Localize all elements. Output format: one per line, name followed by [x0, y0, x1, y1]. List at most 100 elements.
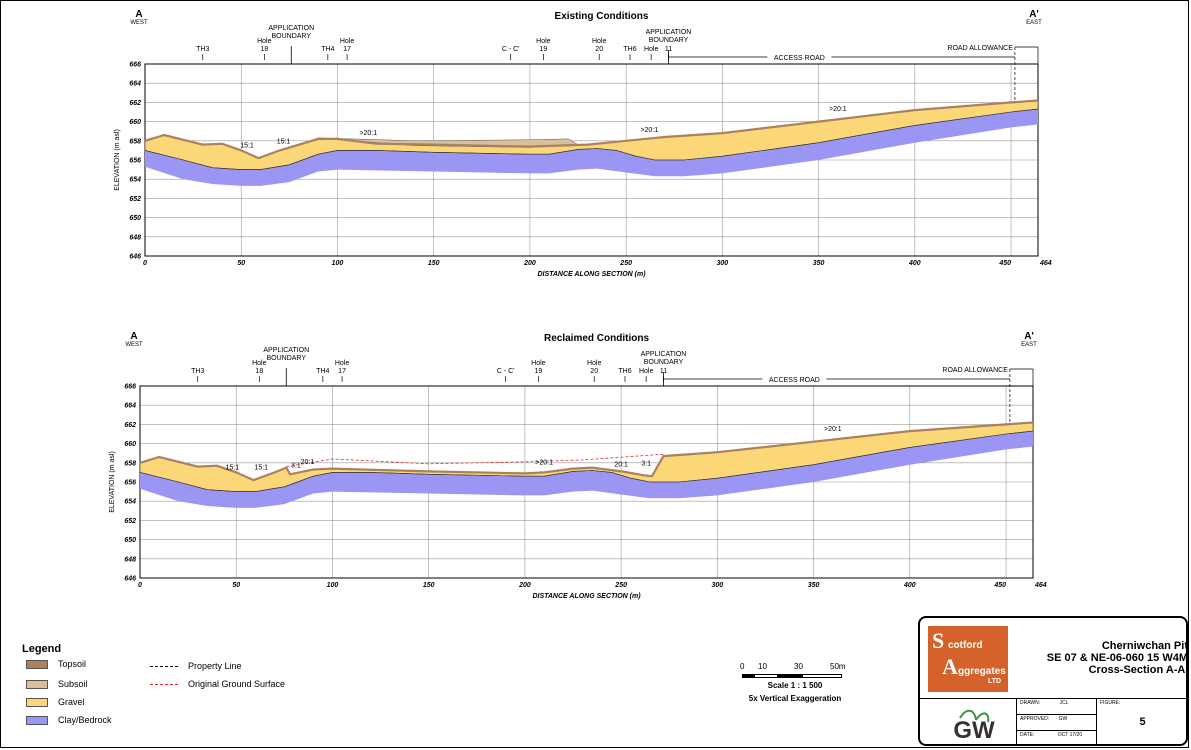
legend-label: Subsoil [58, 679, 88, 689]
x-tick-label: 200 [518, 582, 531, 589]
y-tick-label: 652 [129, 196, 141, 203]
legend-title: Legend [22, 643, 61, 655]
slope-label: 3:1 [641, 461, 651, 468]
original-ground-symbol [150, 684, 178, 685]
x-tick-label: 50 [232, 582, 240, 589]
y-tick-label: 646 [124, 576, 136, 583]
x-tick-label: 250 [614, 582, 627, 589]
y-axis-label: ELEVATION (m asl) [109, 451, 116, 513]
legend-label: Clay/Bedrock [58, 715, 112, 725]
x-tick-label: 100 [327, 582, 339, 589]
slope-label: 15:1 [226, 465, 240, 472]
x-tick-label: 350 [808, 582, 820, 589]
slope-label: >20:1 [535, 460, 553, 467]
y-tick-label: 660 [124, 441, 136, 448]
section-start-dir: WEST [130, 20, 148, 26]
y-tick-label: 666 [124, 384, 136, 391]
subsoil-swatch [26, 680, 48, 689]
marker-label: 18 [255, 368, 263, 375]
section-start-label: A [130, 331, 137, 342]
vertical-exaggeration: 5x Vertical Exaggeration [730, 694, 860, 703]
section-end-dir: EAST [1021, 342, 1037, 348]
x-tick-label: 250 [619, 260, 632, 267]
scale-tick: 50m [830, 662, 846, 671]
scale-text: Scale 1 : 1 500 [730, 681, 860, 690]
slope-label: 20:1 [614, 462, 628, 469]
section-end-label: A' [1029, 9, 1039, 20]
marker-label: C - C' [497, 368, 515, 375]
x-tick-label: 300 [717, 260, 729, 267]
marker-label: Hole [536, 38, 551, 45]
legend-label: Original Ground Surface [188, 679, 285, 689]
y-tick-label: 656 [129, 158, 141, 165]
section-start-label: A [135, 9, 142, 20]
marker-label: 20 [590, 368, 598, 375]
y-tick-label: 664 [129, 81, 141, 88]
x-tick-label: 400 [908, 260, 921, 267]
x-axis-label: DISTANCE ALONG SECTION (m) [532, 593, 641, 600]
y-tick-label: 660 [129, 119, 141, 126]
marker-label: Hole [639, 368, 654, 375]
x-tick-label: 200 [523, 260, 536, 267]
y-tick-label: 650 [124, 537, 136, 544]
x-tick-label: 100 [332, 260, 344, 267]
scale-bar: 0 10 30 50m Scale 1 : 1 500 5x Vertical … [730, 662, 860, 703]
clay-swatch [26, 716, 48, 725]
scale-ticks: 0 10 30 50m [730, 662, 860, 674]
x-tick-label: 464 [1034, 582, 1047, 589]
slope-label: 15:1 [254, 465, 268, 472]
x-tick-label: 0 [143, 260, 147, 267]
marker-label: TH6 [623, 46, 636, 53]
legend-item-gravel: Gravel [26, 697, 85, 707]
x-tick-label: 150 [423, 582, 435, 589]
legend-item-subsoil: Subsoil [26, 679, 88, 689]
x-tick-label: 464 [1039, 260, 1052, 267]
x-tick-label: 450 [998, 260, 1011, 267]
gw-logo: GW [930, 706, 1018, 742]
legend-item-topsoil: Topsoil [26, 659, 86, 669]
y-tick-label: 650 [129, 215, 141, 222]
marker-label: Hole [592, 38, 607, 45]
slope-label: 20:1 [301, 459, 315, 466]
road-allowance-label: ROAD ALLOWANCE [947, 45, 1013, 52]
marker-label: Hole [644, 46, 659, 53]
y-tick-label: 654 [124, 499, 136, 506]
y-tick-label: 658 [129, 138, 141, 145]
y-tick-label: 664 [124, 403, 136, 410]
app-boundary-label: APPLICATION [263, 347, 309, 354]
marker-label: TH4 [316, 368, 329, 375]
section-end-label: A' [1024, 331, 1034, 342]
access-road-label: ACCESS ROAD [774, 55, 825, 62]
marker-label: Hole [252, 360, 267, 367]
slope-label: >20:1 [359, 130, 377, 137]
slope-label: >20:1 [640, 127, 658, 134]
legend: Legend Topsoil Subsoil Gravel Clay/Bedro… [22, 643, 61, 659]
section-title: Existing Conditions [555, 11, 649, 22]
y-tick-label: 662 [124, 422, 136, 429]
slope-label: 15:1 [240, 143, 254, 150]
marker-label: Hole [340, 38, 355, 45]
x-tick-label: 50 [237, 260, 245, 267]
marker-label: 17 [343, 46, 351, 53]
x-tick-label: 350 [813, 260, 825, 267]
property-line-symbol [150, 666, 178, 667]
marker-label: 18 [260, 46, 268, 53]
x-tick-label: 300 [712, 582, 724, 589]
app-boundary-label: BOUNDARY [644, 359, 684, 366]
section-title: Reclaimed Conditions [544, 333, 649, 344]
marker-label: Hole [335, 360, 350, 367]
scotford-aggregates-logo: S cotford A ggregates LTD [928, 626, 1008, 692]
section-start-dir: WEST [125, 342, 143, 348]
marker-label: 17 [338, 368, 346, 375]
figure-number: 5 [1100, 716, 1185, 728]
gravel-swatch [26, 698, 48, 707]
y-tick-label: 648 [124, 556, 136, 563]
marker-label: Hole [587, 360, 602, 367]
marker-label: 19 [539, 46, 547, 53]
marker-label: 20 [595, 46, 603, 53]
scale-tick: 30 [794, 662, 803, 671]
section-end-dir: EAST [1026, 20, 1042, 26]
app-boundary-label: APPLICATION [646, 29, 692, 36]
original-ground-line [286, 454, 663, 466]
